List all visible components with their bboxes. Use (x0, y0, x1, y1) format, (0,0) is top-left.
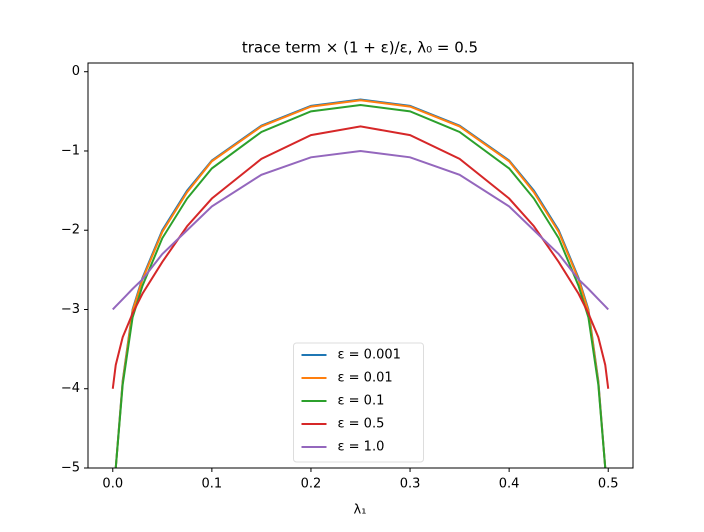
chart-title: trace term × (1 + ε)/ε, λ₀ = 0.5 (242, 39, 478, 57)
legend-label: ε = 0.01 (338, 371, 393, 386)
y-tick-label: −5 (61, 461, 80, 476)
y-tick-label: −2 (61, 223, 80, 238)
plot-frame (87, 62, 634, 469)
x-tick-label: 0.3 (400, 477, 421, 492)
x-axis-label: λ₁ (354, 503, 367, 518)
series-line (112, 149, 609, 311)
x-tick-label: 0.5 (598, 477, 619, 492)
x-tick-label: 0.1 (202, 477, 223, 492)
x-tick-label: 0.2 (301, 477, 322, 492)
x-tick-label: 0.4 (499, 477, 520, 492)
y-tick-label: −3 (61, 302, 80, 317)
y-tick-label: 0 (72, 64, 80, 79)
legend-label: ε = 0.1 (338, 394, 385, 409)
legend-box (293, 342, 424, 463)
series-line (111, 125, 610, 389)
legend-label: ε = 1.0 (338, 440, 385, 455)
x-tick-label: 0.0 (102, 477, 123, 492)
series-line (114, 103, 607, 468)
legend-label: ε = 0.5 (338, 417, 385, 432)
y-tick-label: −1 (61, 143, 80, 158)
y-tick-label: −4 (61, 381, 80, 396)
plot-lines (111, 98, 610, 468)
legend-label: ε = 0.001 (338, 348, 401, 363)
